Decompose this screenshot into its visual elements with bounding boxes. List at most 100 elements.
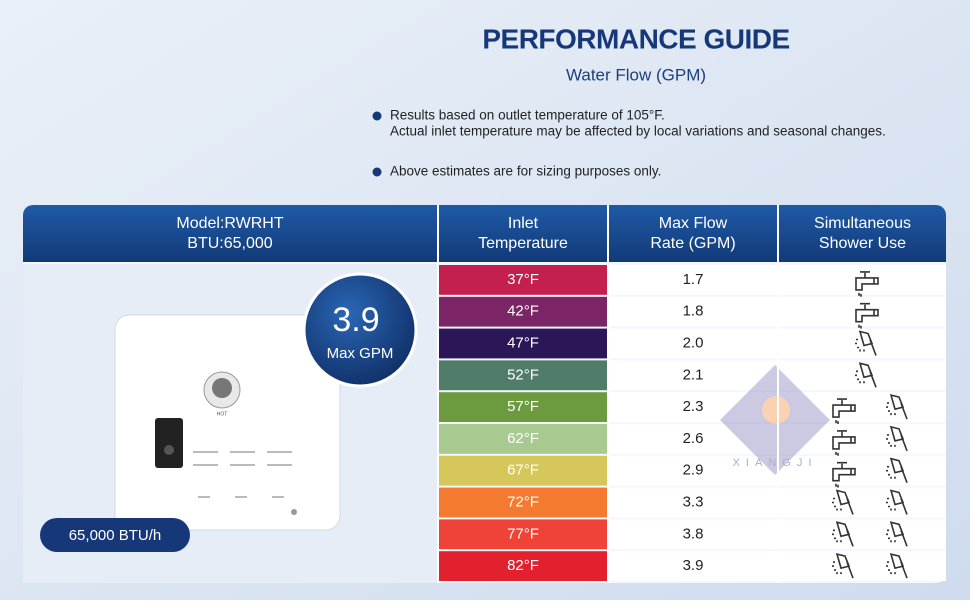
max-flow-rate: 2.0 [683,334,704,351]
max-flow-rate: 2.1 [683,366,704,383]
shower-icon [886,425,908,452]
max-flow-rate: 3.3 [683,493,704,510]
shower-icon [855,330,877,356]
shower-icon [886,393,908,420]
shower-shape [889,489,908,515]
max-flow-rate: 2.6 [683,430,704,447]
temperature-cell [439,296,607,327]
watermark: XIANGJI [720,365,830,475]
watermark-text: XIANGJI [733,457,818,469]
faucet-drop [835,420,839,425]
heater-port [291,509,297,515]
shower-drops [855,338,865,352]
max-flow-rate: 3.8 [683,525,704,542]
shower-drops [855,370,865,384]
column-header: Simultaneous [814,215,911,232]
heater-button [164,445,174,455]
shower-drops [886,497,896,511]
shower-drops [832,497,842,511]
faucet-icon [832,461,856,488]
heater-vents [193,451,292,498]
column-header: Max Flow [659,215,728,232]
shower-shape [889,425,908,452]
max-flow-rate: 2.9 [683,462,704,479]
inlet-temperature: 72°F [507,493,539,510]
inlet-temperature: 37°F [507,271,539,288]
column-header: Inlet [508,215,539,232]
temperature-cell [439,519,607,550]
bullet [372,167,382,177]
note-line: Actual inlet temperature may be affected… [390,124,886,139]
temperature-cell [439,455,607,486]
shower-shape [889,521,908,547]
temperature-cell [439,424,607,454]
max-flow-rate: 3.9 [683,557,704,574]
heater: HOT [114,314,341,531]
inlet-temperature: 62°F [507,430,539,447]
shower-shape [889,457,908,483]
temperature-cell [439,265,607,295]
shower-drops [886,402,896,416]
column-header: BTU:65,000 [187,235,272,252]
faucet-shape [832,398,856,418]
faucet-drop [858,324,862,329]
faucet-icon [855,302,879,329]
temperature-cell [439,328,607,359]
badge-label: Max GPM [327,345,394,362]
inlet-temperature: 67°F [507,462,539,479]
faucet-icon [832,430,856,456]
subtitle: Water Flow (GPM) [566,65,706,84]
note-line: Above estimates are for sizing purposes … [390,164,661,179]
shower-icon [886,552,908,579]
temperature-cell [439,487,607,518]
shower-drops [886,434,896,447]
shower-shape [835,552,854,579]
inlet-temperature: 42°F [507,303,539,320]
temperature-cell [439,392,607,422]
column-header: Model:RWRHT [176,215,284,232]
inlet-temperature: 52°F [507,366,539,383]
faucet-drop [835,451,839,456]
badge-value: 3.9 [332,301,379,339]
shower-drops [886,561,896,575]
shower-icon [832,489,854,515]
shower-shape [858,362,877,388]
faucet-shape [855,302,879,323]
temperature-cell [439,360,607,391]
max-flow-rate: 2.3 [683,398,704,415]
shower-shape [835,521,854,547]
faucet-drop [858,292,862,297]
shower-drops [886,465,896,479]
shower-icon [832,521,854,547]
faucet-icon [855,271,879,297]
note-line: Results based on outlet temperature of 1… [390,108,665,123]
rating-pill [40,518,190,552]
inlet-temperature: 77°F [507,525,539,542]
max-flow-rate: 1.8 [683,303,704,320]
faucet-shape [855,271,879,291]
inlet-temperature: 47°F [507,334,539,351]
shower-icon [886,457,908,483]
rating: 65,000 BTU/h [69,527,162,544]
heater-panel [155,418,183,468]
heater-body [114,314,341,531]
faucet-icon [832,398,856,425]
temperature-cell [439,551,607,581]
shower-icon [855,362,877,388]
bullet [372,111,382,121]
shower-icon [886,521,908,547]
shower-shape [835,489,854,515]
inlet-temperature: 57°F [507,398,539,415]
column-header: Temperature [478,235,568,252]
faucet-shape [832,461,856,482]
watermark-shape [762,396,790,424]
heater-knob [212,378,232,398]
shower-drops [832,529,842,543]
shower-drops [886,529,896,543]
shower-drops [832,561,842,575]
shower-icon [832,552,854,579]
heater-label: HOT [217,411,228,417]
faucet-drop [835,483,839,488]
